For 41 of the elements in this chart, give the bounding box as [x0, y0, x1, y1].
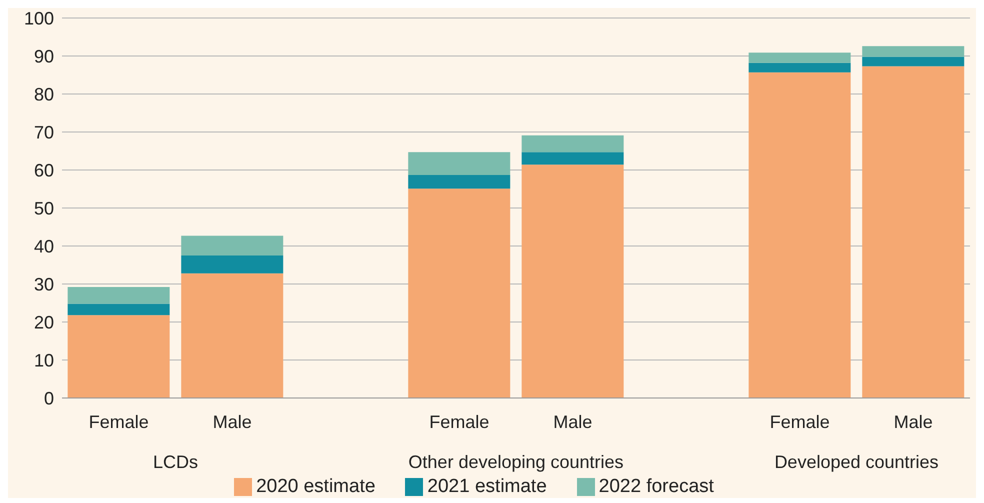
x-tick-label: Female — [88, 412, 149, 432]
bar — [748, 52, 851, 63]
y-tick-label: 40 — [34, 236, 54, 256]
legend-label: 2022 forecast — [598, 476, 714, 497]
bar — [68, 287, 170, 304]
y-tick-label: 50 — [34, 198, 54, 218]
bar — [748, 62, 851, 72]
text: Other developing countries — [408, 452, 624, 472]
bar — [862, 46, 964, 57]
x-tick-label: Female — [770, 412, 830, 432]
y-tick-label: 0 — [44, 388, 54, 408]
bar — [862, 66, 964, 398]
x-tick-label: Male — [894, 412, 933, 432]
bar — [68, 315, 170, 398]
legend-label: 2021 estimate — [427, 476, 547, 497]
bar — [68, 304, 170, 316]
bar — [862, 56, 964, 66]
text: LCDs — [152, 452, 198, 472]
y-tick-label: 80 — [34, 84, 54, 104]
x-tick-label: Male — [212, 412, 252, 432]
y-tick-label: 20 — [34, 312, 54, 332]
y-tick-label: 60 — [34, 160, 54, 180]
bar — [522, 135, 624, 152]
x-tick-label: Male — [553, 412, 592, 432]
text: Developed countries — [774, 452, 939, 472]
bar — [181, 273, 284, 398]
bar — [748, 72, 851, 398]
legend-label: 2020 estimate — [256, 476, 376, 497]
bar — [522, 164, 624, 398]
x-tick-label: Female — [429, 412, 490, 432]
bar — [181, 256, 284, 274]
bar — [408, 188, 510, 398]
bar — [522, 152, 624, 165]
bar — [408, 152, 510, 175]
y-tick-label: 70 — [34, 122, 54, 142]
y-tick-label: 90 — [34, 46, 54, 66]
y-tick-label: 10 — [34, 350, 54, 370]
bar — [181, 236, 284, 256]
y-tick-label: 30 — [34, 274, 54, 294]
bar — [408, 174, 510, 189]
y-tick-label: 100 — [24, 8, 54, 28]
